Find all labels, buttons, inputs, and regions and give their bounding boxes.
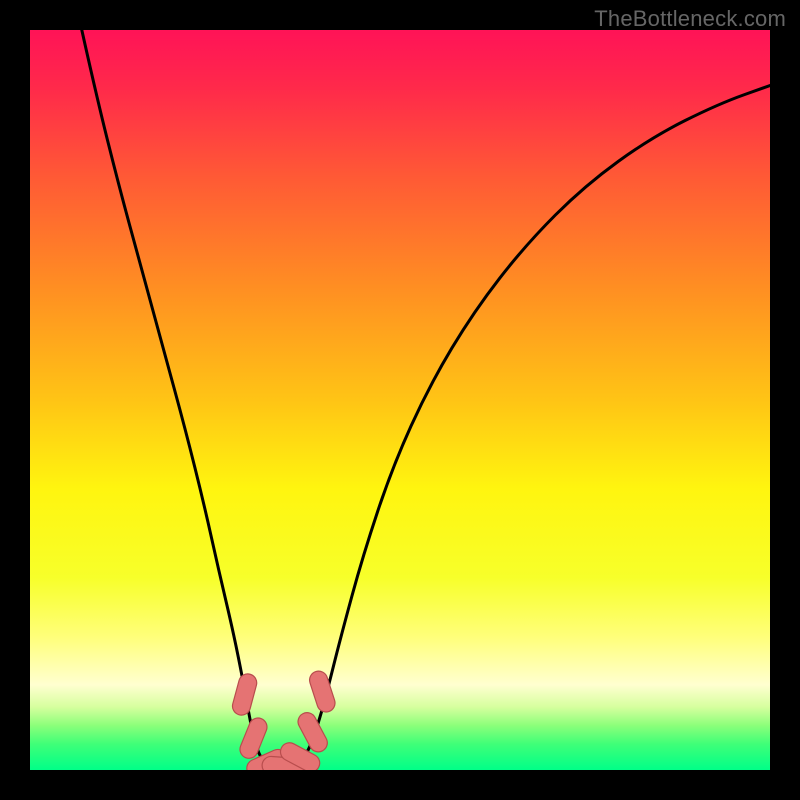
watermark-text: TheBottleneck.com <box>594 6 786 32</box>
curve-marker <box>230 672 258 717</box>
bottleneck-curve <box>82 30 770 769</box>
chart-svg <box>30 30 770 770</box>
frame: TheBottleneck.com <box>0 0 800 800</box>
curve-marker <box>307 669 337 715</box>
plot-area <box>30 30 770 770</box>
marker-group <box>230 669 337 770</box>
